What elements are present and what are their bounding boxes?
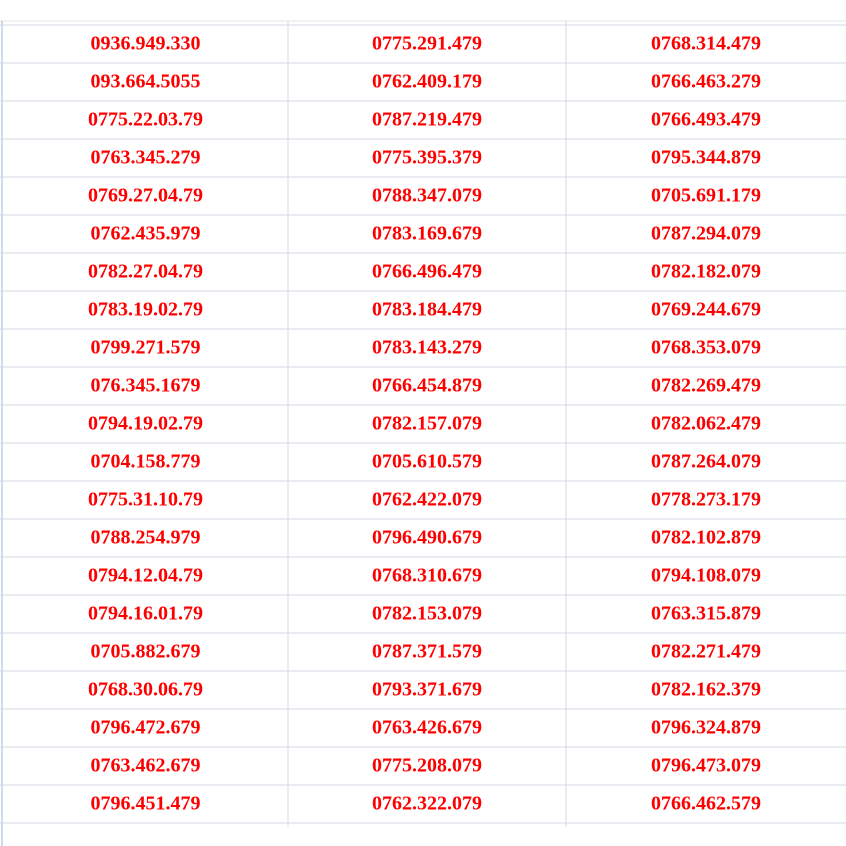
phone-number-cell: 0782.102.879 xyxy=(651,527,761,549)
phone-number-cell: 0763.315.879 xyxy=(651,603,761,625)
phone-number-cell: 0782.157.079 xyxy=(372,413,482,435)
phone-number-cell: 0768.310.679 xyxy=(372,565,482,587)
phone-number-cell: 0775.395.379 xyxy=(372,147,482,169)
phone-number-cell: 0775.22.03.79 xyxy=(88,109,203,131)
phone-number-cell: 0704.158.779 xyxy=(91,451,201,473)
phone-number-cell: 0796.451.479 xyxy=(91,793,201,815)
phone-number-cell: 0775.31.10.79 xyxy=(88,489,203,511)
phone-number-cell: 0787.219.479 xyxy=(372,109,482,131)
phone-number-cell: 0763.462.679 xyxy=(91,755,201,777)
phone-number-cell: 0794.19.02.79 xyxy=(88,413,203,435)
phone-number-cell: 0782.153.079 xyxy=(372,603,482,625)
phone-number-cell: 0762.409.179 xyxy=(372,71,482,93)
phone-number-cell: 0768.353.079 xyxy=(651,337,761,359)
phone-number-cell: 0768.314.479 xyxy=(651,33,761,55)
phone-number-cell: 0775.291.479 xyxy=(372,33,482,55)
phone-number-cell: 0782.162.379 xyxy=(651,679,761,701)
phone-number-cell: 093.664.5055 xyxy=(91,71,201,93)
phone-number-cell: 0762.322.079 xyxy=(372,793,482,815)
phone-number-cell: 0762.435.979 xyxy=(91,223,201,245)
phone-number-cell: 0775.208.079 xyxy=(372,755,482,777)
phone-number-cell: 0787.294.079 xyxy=(651,223,761,245)
phone-number-cell: 0796.490.679 xyxy=(372,527,482,549)
phone-number-cell: 0705.691.179 xyxy=(651,185,761,207)
phone-number-cell: 0769.244.679 xyxy=(651,299,761,321)
phone-number-cell: 0793.371.679 xyxy=(372,679,482,701)
phone-number-cell: 0782.27.04.79 xyxy=(88,261,203,283)
phone-number-cell: 0766.463.279 xyxy=(651,71,761,93)
phone-number-cell: 0762.422.079 xyxy=(372,489,482,511)
phone-number-cell: 0787.264.079 xyxy=(651,451,761,473)
phone-number-cell: 0787.371.579 xyxy=(372,641,482,663)
phone-number-cell: 0783.169.679 xyxy=(372,223,482,245)
phone-number-cell: 0766.493.479 xyxy=(651,109,761,131)
phone-number-cell: 0794.16.01.79 xyxy=(88,603,203,625)
phone-number-cell: 0766.454.879 xyxy=(372,375,482,397)
phone-number-cell: 0705.610.579 xyxy=(372,451,482,473)
phone-number-cell: 0788.347.079 xyxy=(372,185,482,207)
phone-number-cell: 0782.062.479 xyxy=(651,413,761,435)
phone-number-cell: 0796.473.079 xyxy=(651,755,761,777)
phone-number-cell: 0783.19.02.79 xyxy=(88,299,203,321)
phone-number-cell: 0782.271.479 xyxy=(651,641,761,663)
phone-number-cell: 0794.12.04.79 xyxy=(88,565,203,587)
phone-number-cell: 0766.496.479 xyxy=(372,261,482,283)
phone-number-cell: 0782.269.479 xyxy=(651,375,761,397)
phone-number-cell: 0783.143.279 xyxy=(372,337,482,359)
phone-number-cell: 0795.344.879 xyxy=(651,147,761,169)
phone-number-cell: 0796.472.679 xyxy=(91,717,201,739)
phone-number-cell: 0769.27.04.79 xyxy=(88,185,203,207)
phone-number-cell: 0936.949.330 xyxy=(91,33,201,55)
phone-number-cell: 0782.182.079 xyxy=(651,261,761,283)
phone-number-cell: 0788.254.979 xyxy=(91,527,201,549)
phone-number-cell: 0799.271.579 xyxy=(91,337,201,359)
phone-number-cell: 0796.324.879 xyxy=(651,717,761,739)
phone-number-cell: 0766.462.579 xyxy=(651,793,761,815)
phone-number-cell: 0794.108.079 xyxy=(651,565,761,587)
phone-number-cell: 0763.345.279 xyxy=(91,147,201,169)
phone-number-cell: 0778.273.179 xyxy=(651,489,761,511)
phone-number-cell: 0768.30.06.79 xyxy=(88,679,203,701)
phone-number-cell: 0783.184.479 xyxy=(372,299,482,321)
phone-number-cell: 076.345.1679 xyxy=(91,375,201,397)
phone-number-cell: 0763.426.679 xyxy=(372,717,482,739)
phone-number-cell: 0705.882.679 xyxy=(91,641,201,663)
